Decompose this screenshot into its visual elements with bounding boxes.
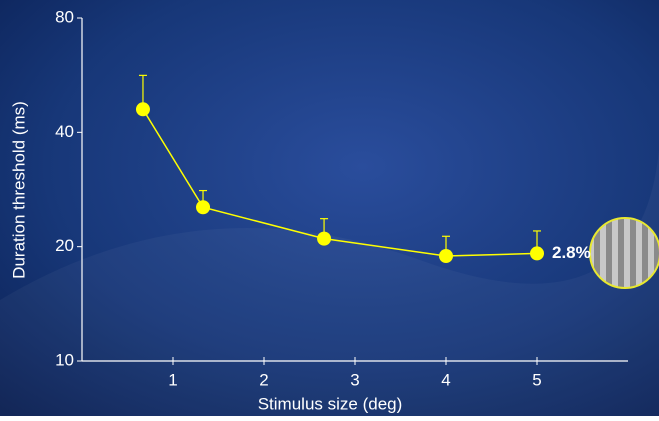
y-tick-label: 80 — [55, 7, 74, 26]
annotation: 2.8% — [552, 243, 591, 262]
x-tick-label: 5 — [532, 370, 541, 389]
data-point — [135, 102, 150, 117]
data-point — [439, 248, 453, 263]
x-tick-label: 4 — [441, 370, 450, 389]
y-tick-label: 20 — [55, 236, 74, 255]
x-axis-label: Stimulus size (deg) — [258, 394, 403, 413]
background-swoosh — [0, 150, 659, 416]
x-tick-label: 1 — [168, 370, 177, 389]
y-tick-label: 40 — [55, 122, 74, 141]
data-point — [317, 231, 332, 246]
x-tick-label: 3 — [350, 370, 359, 389]
data-point — [530, 246, 544, 261]
x-tick-label: 2 — [259, 370, 268, 389]
y-axis-label: Duration threshold (ms) — [9, 101, 28, 279]
y-tick-label: 10 — [55, 350, 74, 369]
data-point — [196, 200, 211, 215]
grating-stimulus — [589, 217, 659, 289]
